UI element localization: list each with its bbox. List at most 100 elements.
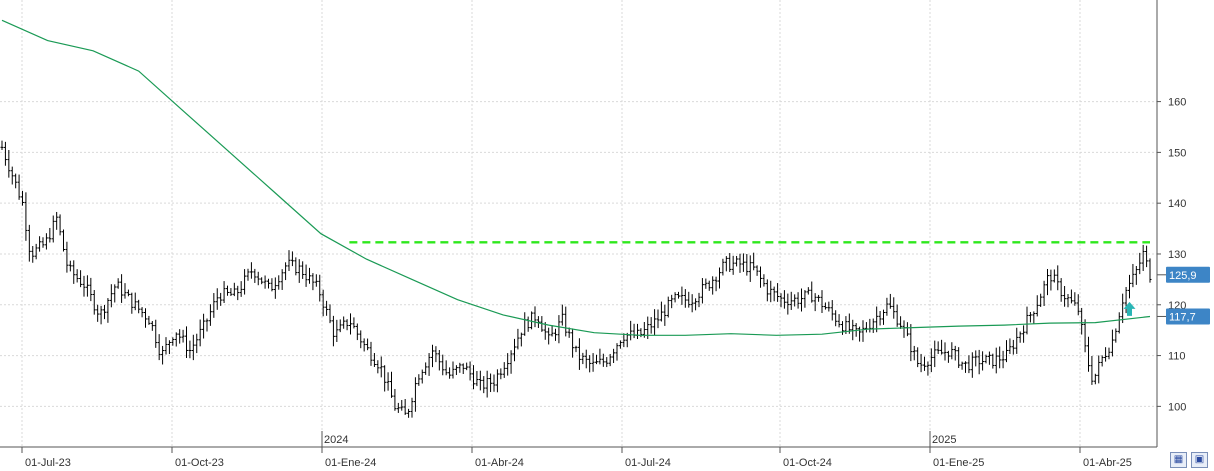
ohlc-bar [349, 313, 352, 335]
ohlc-bar [513, 338, 516, 362]
ohlc-bar [407, 408, 411, 418]
ohlc-bar [362, 338, 366, 352]
ohlc-bar [400, 400, 404, 411]
ohlc-bar [936, 341, 940, 355]
ohlc-bar [946, 350, 950, 363]
ohlc-bar [858, 326, 862, 342]
ohlc-bar [267, 278, 270, 289]
ohlc-bar [89, 277, 93, 302]
ohlc-bar [489, 373, 493, 393]
ohlc-bar [943, 342, 947, 361]
ohlc-bar [10, 166, 14, 185]
ohlc-bar [31, 245, 35, 263]
ohlc-bar [823, 302, 827, 310]
ohlc-bar [263, 275, 267, 289]
ohlc-bar [79, 270, 83, 288]
last-price-value: 125,9 [1169, 270, 1197, 282]
ohlc-bar [554, 328, 557, 341]
ohlc-bar [444, 360, 448, 376]
ohlc-bar [48, 227, 52, 243]
ohlc-bar [841, 321, 844, 335]
ohlc-bar [27, 224, 31, 262]
ohlc-bar [571, 328, 575, 358]
ohlc-bar [1114, 328, 1118, 343]
ohlc-bar [1134, 265, 1138, 285]
ohlc-bar [530, 311, 534, 330]
ohlc-bar [85, 275, 89, 297]
ohlc-bar [1059, 278, 1063, 302]
ohlc-bar [567, 327, 571, 338]
ohlc-bar [1063, 286, 1067, 307]
ohlc-bar [174, 332, 178, 347]
ohlc-bar [1080, 307, 1084, 335]
ohlc-bar [109, 284, 113, 308]
ohlc-bar [1073, 292, 1077, 306]
ohlc-bar [294, 257, 298, 276]
ohlc-bar [632, 323, 636, 339]
ohlc-bar [923, 356, 926, 371]
ohlc-bar [325, 300, 329, 316]
x-tick-label: 01-Abr-24 [475, 457, 524, 469]
ohlc-bar [191, 334, 195, 361]
ohlc-bar [1100, 355, 1104, 367]
ohlc-bar [150, 321, 154, 331]
ohlc-bar [601, 353, 605, 367]
ohlc-bar [280, 269, 284, 290]
ohlc-bar [776, 283, 780, 302]
ohlc-bar [960, 361, 964, 370]
ohlc-bar [236, 285, 240, 301]
ohlc-bar [888, 293, 892, 309]
y-tick-label: 140 [1168, 198, 1186, 210]
ohlc-bar [1008, 338, 1012, 354]
ohlc-bar [451, 361, 455, 379]
ohlc-bar [987, 351, 991, 365]
ohlc-bar [636, 323, 639, 340]
ohlc-bar [431, 344, 434, 368]
ohlc-bar [663, 304, 667, 326]
ohlc-bar [17, 174, 21, 200]
ohlc-bar [376, 360, 380, 374]
ohlc-bar [171, 337, 175, 346]
ohlc-bar [441, 354, 445, 376]
ohlc-bar [495, 369, 499, 393]
ohlc-bar [796, 292, 800, 309]
ohlc-bar [588, 355, 592, 373]
ohlc-bar [711, 276, 715, 295]
save-icon[interactable]: ▣ [1191, 452, 1208, 468]
ohlc-bar [82, 275, 86, 297]
ohlc-bar [704, 278, 708, 289]
ohlc-bar [249, 262, 253, 279]
ohlc-bar [724, 256, 728, 272]
ohlc-bar [185, 326, 188, 359]
ohlc-bar [1018, 331, 1022, 343]
ohlc-bar [687, 291, 691, 308]
ohlc-bar [615, 343, 619, 361]
ohlc-bar [919, 353, 923, 373]
ohlc-bar [957, 347, 961, 369]
ohlc-bar [1032, 311, 1036, 324]
ohlc-bar [390, 371, 393, 398]
ohlc-bar [304, 264, 308, 287]
ohlc-bar [612, 348, 616, 364]
y-tick-label: 100 [1168, 401, 1186, 413]
ohlc-bar [1145, 245, 1149, 268]
ohlc-bar [1069, 289, 1073, 304]
ohlc-bar [58, 214, 62, 236]
ohlc-bar [868, 318, 872, 333]
ohlc-bar [523, 312, 527, 336]
ohlc-bar [379, 356, 383, 378]
ohlc-bar [253, 268, 257, 283]
ohlc-bar [113, 284, 117, 303]
ohlc-bar [697, 292, 701, 308]
ohlc-bar [837, 314, 841, 328]
grid-toggle-icon[interactable]: ▦ [1170, 452, 1187, 468]
ohlc-bar [533, 306, 537, 328]
ohlc-bar [178, 329, 182, 344]
ohlc-bar [595, 354, 598, 365]
ohlc-bar [782, 290, 786, 309]
ohlc-bar [212, 293, 216, 318]
moving-average-tag: 117,7 [1166, 308, 1210, 325]
ohlc-bar [345, 319, 349, 331]
ohlc-bar [154, 319, 158, 348]
